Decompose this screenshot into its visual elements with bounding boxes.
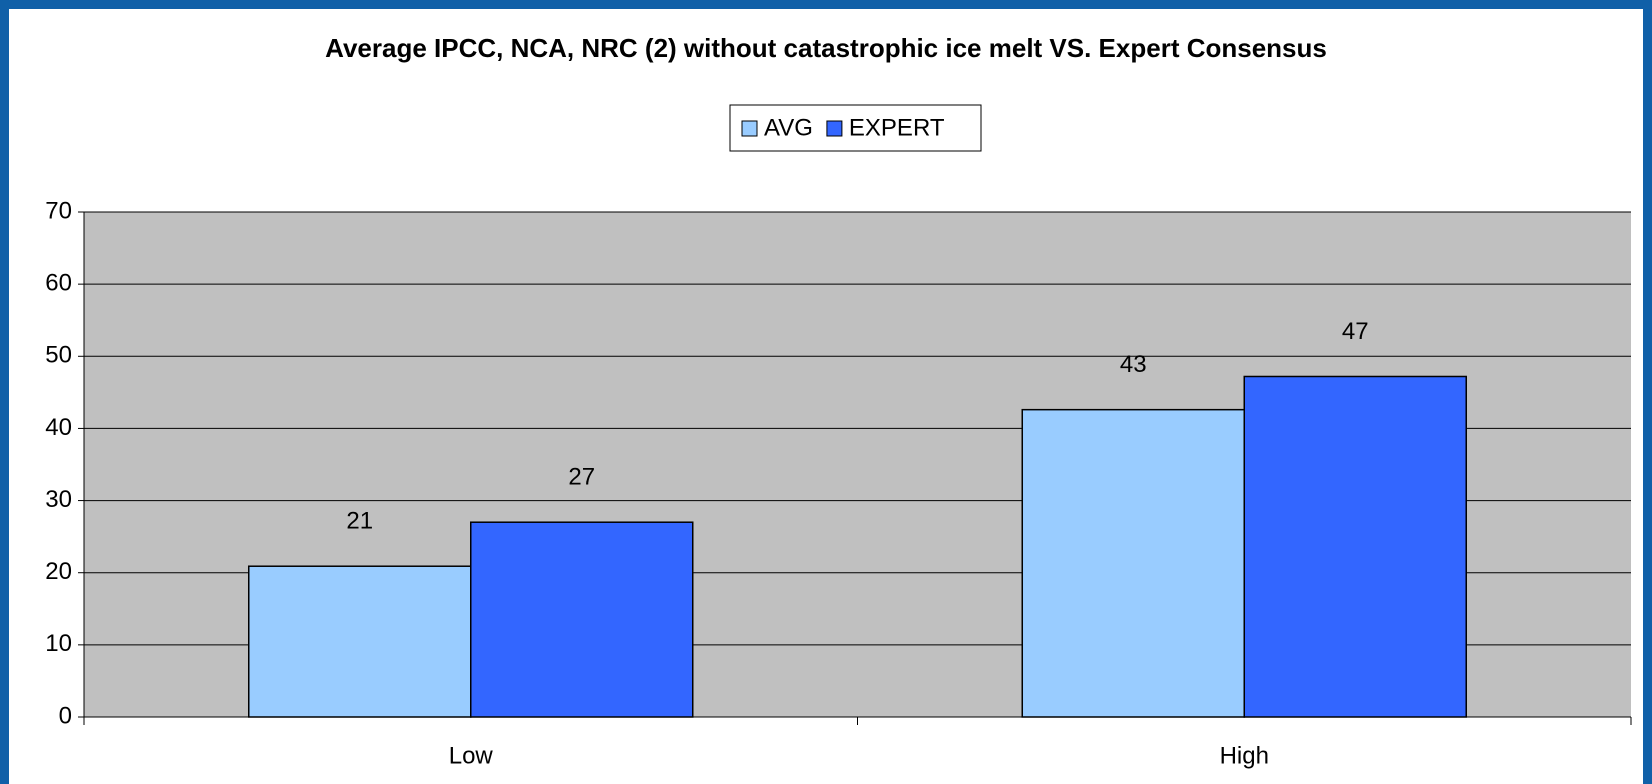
legend-label: EXPERT [849, 114, 945, 141]
y-tick-label: 40 [45, 414, 72, 441]
legend-swatch [741, 120, 758, 137]
bar [1021, 408, 1245, 718]
legend-box [729, 104, 982, 152]
y-tick-label: 60 [45, 269, 72, 296]
legend-swatch [826, 120, 843, 137]
bar [470, 521, 694, 718]
y-tick-label: 70 [45, 197, 72, 224]
y-tick-label: 30 [45, 486, 72, 513]
bar [248, 565, 472, 718]
bar [1243, 375, 1467, 718]
data-label: 47 [1342, 318, 1369, 345]
chart-title: Average IPCC, NCA, NRC (2) without catas… [325, 33, 1327, 63]
y-tick-label: 50 [45, 342, 72, 369]
data-label: 43 [1120, 351, 1147, 378]
y-tick-label: 10 [45, 630, 72, 657]
y-tick-label: 0 [59, 702, 72, 729]
x-tick-label: High [1220, 742, 1269, 769]
legend-label: AVG [764, 114, 813, 141]
x-tick-label: Low [449, 742, 494, 769]
data-label: 27 [568, 464, 595, 491]
data-label: 21 [346, 508, 373, 535]
y-tick-label: 20 [45, 558, 72, 585]
